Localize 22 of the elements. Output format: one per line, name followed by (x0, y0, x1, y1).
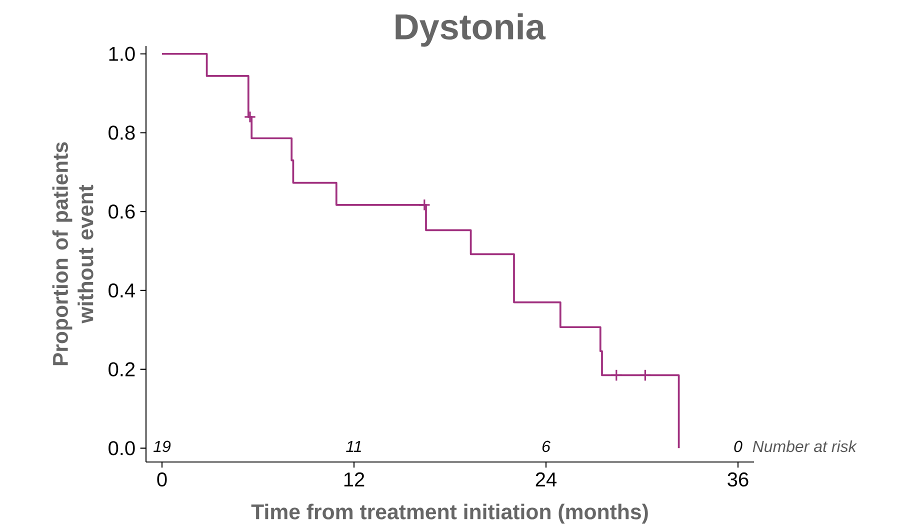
annotation: 6 (542, 440, 550, 452)
y-tick-label: 0.8 (108, 126, 135, 140)
x-tick-label: 24 (536, 472, 557, 486)
y-axis-title: Proportion of patients without event (52, 142, 94, 366)
point (418, 198, 431, 212)
x-tick-label: 12 (344, 472, 364, 486)
y-tick-label: 0.6 (108, 204, 135, 219)
x-tick-label: 36 (728, 472, 748, 487)
y-tick-label: 0.0 (108, 441, 135, 456)
annotation: 19 (154, 440, 171, 452)
y-tick-label: 0.4 (108, 283, 136, 298)
x-tick-label: 0 (157, 472, 167, 487)
y-tick-label: 0.2 (108, 362, 135, 376)
chart-title: Dystonia (396, 13, 546, 47)
point (610, 369, 623, 382)
annotation: Number at risk (752, 440, 857, 452)
annotation: 11 (346, 440, 361, 452)
point (244, 110, 256, 124)
y-tick-label: 1.0 (109, 46, 135, 61)
x-axis-title: Time from treatment initiation (months) (251, 504, 648, 524)
annotation: 0 (734, 440, 742, 452)
point (639, 369, 652, 382)
